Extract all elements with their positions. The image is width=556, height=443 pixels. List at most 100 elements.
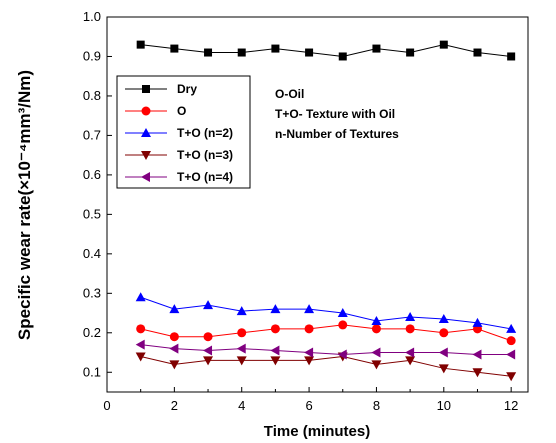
data-point: [338, 52, 347, 61]
legend-marker: [141, 128, 151, 137]
series-line: [140, 344, 512, 356]
data-point: [136, 40, 145, 49]
x-tick-label: 8: [373, 398, 380, 413]
data-point: [472, 349, 482, 360]
data-point: [135, 352, 146, 362]
legend-item: O: [125, 104, 186, 118]
legend-item: T+O (n=3): [125, 148, 233, 162]
data-point: [506, 372, 517, 382]
annotation-text: T+O- Texture with Oil: [275, 107, 395, 121]
x-axis-ticks: 0 2 4 6 8 10 12: [103, 387, 518, 413]
data-point: [405, 347, 415, 358]
y-axis-title: Specific wear rate(×10⁻⁴mm³/Nm): [15, 70, 34, 340]
data-point: [472, 317, 483, 327]
data-point: [371, 360, 382, 370]
data-point: [337, 349, 347, 360]
data-point: [372, 44, 381, 53]
data-point: [439, 40, 448, 49]
data-point: [270, 345, 280, 356]
data-point: [203, 345, 213, 356]
data-point: [472, 368, 483, 378]
legend-box: [116, 75, 251, 189]
legend-label: T+O (n=4): [177, 170, 233, 184]
y-tick-label: 0.8: [83, 88, 101, 103]
data-point: [406, 48, 415, 57]
data-point: [438, 347, 448, 358]
legend-label: O: [177, 104, 186, 118]
data-point: [169, 304, 180, 314]
y-tick-label: 0.4: [83, 246, 101, 261]
plot-frame: [106, 16, 529, 393]
legend-marker: [141, 106, 151, 116]
data-point: [135, 292, 146, 302]
legend-label: T+O (n=2): [177, 126, 233, 140]
annotation-text: n-Number of Textures: [275, 127, 399, 141]
data-point: [473, 48, 482, 57]
data-point: [305, 48, 314, 57]
data-point: [203, 332, 213, 342]
data-point: [236, 356, 247, 366]
data-point: [371, 324, 381, 334]
annotations: O-Oil T+O- Texture with Oil n-Number of Te…: [275, 87, 399, 141]
y-tick-label: 1.0: [83, 9, 101, 24]
data-point: [236, 306, 247, 316]
data-point: [271, 44, 280, 53]
y-axis-ticks: 0.1 0.2 0.3 0.4 0.5 0.6 0.7 0.8 0.9 1.0: [83, 9, 112, 379]
data-point: [438, 313, 449, 323]
data-point: [304, 324, 314, 334]
data-point: [270, 324, 280, 334]
data-point: [439, 328, 449, 338]
legend-marker: [141, 151, 151, 160]
x-tick-label: 2: [171, 398, 178, 413]
data-point: [169, 343, 179, 354]
data-point: [371, 315, 382, 325]
data-point: [405, 356, 416, 366]
y-tick-label: 0.2: [83, 325, 101, 340]
annotation-text: O-Oil: [275, 87, 304, 101]
series-2: [135, 292, 517, 333]
legend-marker: [141, 172, 150, 182]
data-point: [507, 52, 516, 61]
y-tick-label: 0.3: [83, 285, 101, 300]
legend: Dry O T+O (n=2) T+O (n=3) T+O (n=4): [116, 75, 251, 189]
data-point: [203, 356, 214, 366]
data-point: [237, 328, 247, 338]
series-3: [135, 352, 517, 382]
data-point: [136, 324, 146, 334]
data-point: [204, 48, 213, 57]
y-tick-label: 0.6: [83, 167, 101, 182]
legend-marker: [142, 85, 150, 93]
data-point: [135, 339, 145, 350]
data-point: [270, 304, 281, 314]
data-point: [506, 336, 516, 346]
legend-label: T+O (n=3): [177, 148, 233, 162]
legend-label: Dry: [177, 82, 197, 96]
data-point: [203, 300, 214, 310]
series-line: [140, 296, 512, 330]
data-point: [236, 343, 246, 354]
data-point: [337, 308, 348, 318]
series-line: [140, 324, 512, 342]
x-tick-label: 4: [238, 398, 245, 413]
legend-item: T+O (n=2): [125, 126, 233, 140]
x-tick-label: 12: [504, 398, 518, 413]
y-tick-label: 0.9: [83, 48, 101, 63]
data-point: [506, 349, 516, 360]
data-point: [170, 44, 179, 53]
series-4: [135, 339, 516, 360]
data-point: [438, 364, 449, 374]
data-point: [169, 332, 179, 342]
series-1: [136, 320, 516, 346]
series-line: [140, 355, 512, 377]
series-0: [136, 40, 516, 61]
data-point: [304, 304, 315, 314]
y-tick-label: 0.1: [83, 364, 101, 379]
series-line: [140, 44, 512, 57]
data-point: [371, 347, 381, 358]
data-point: [304, 347, 314, 358]
data-point: [506, 323, 517, 333]
data-point: [270, 356, 281, 366]
data-point: [237, 48, 246, 57]
data-point: [405, 312, 416, 321]
